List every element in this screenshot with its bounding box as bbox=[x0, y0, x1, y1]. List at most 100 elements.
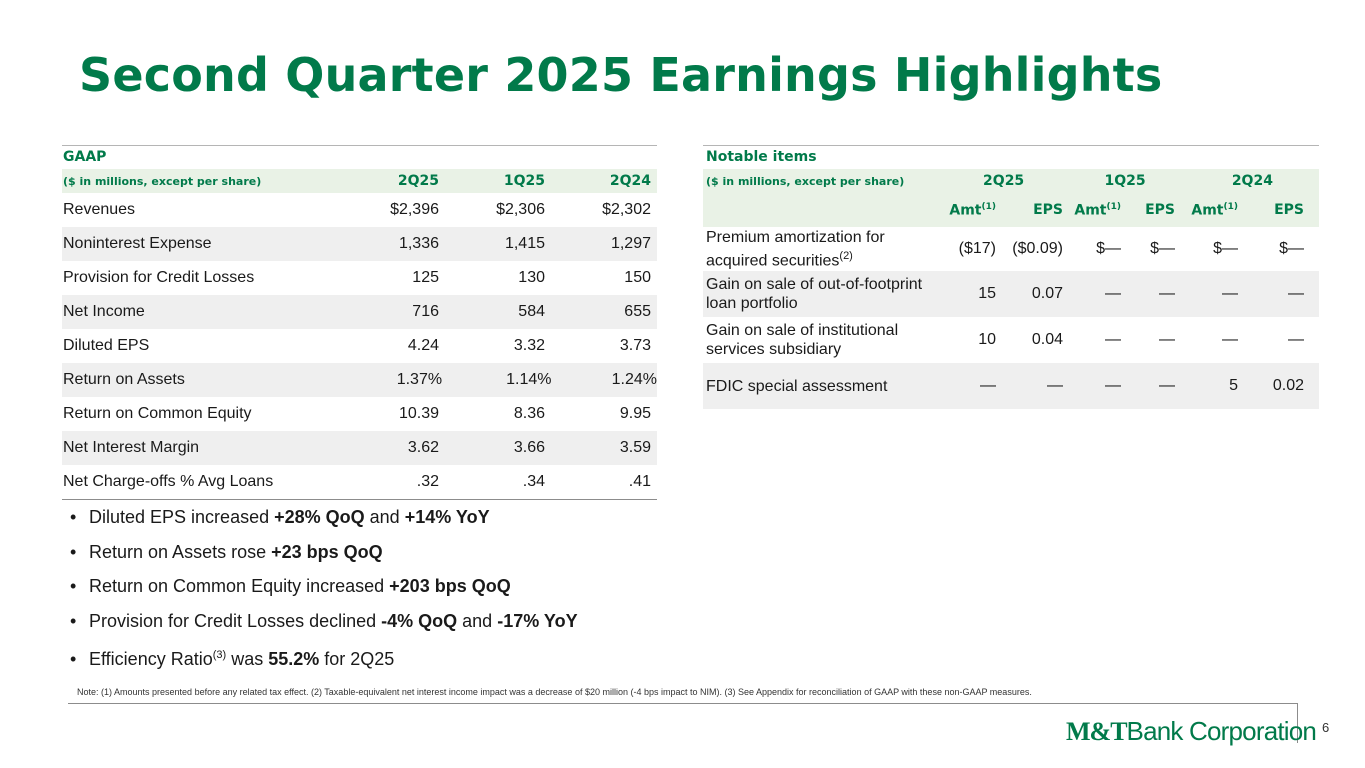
cell: ($0.09) bbox=[1012, 240, 1063, 257]
table-row: Premium amortization for acquired securi… bbox=[703, 227, 1319, 271]
bullet-text: for 2Q25 bbox=[319, 649, 395, 669]
cell-1q25: 1,415 bbox=[504, 235, 545, 252]
bullet-emphasis: 55.2% bbox=[268, 649, 320, 669]
cell: — bbox=[1105, 377, 1121, 394]
col-eps: EPS bbox=[1033, 202, 1063, 218]
table-row: Gain on sale of out-of-footprint loan po… bbox=[703, 271, 1319, 317]
company-logo: M&TBank Corporation bbox=[1066, 716, 1317, 747]
footer-divider bbox=[68, 703, 1298, 704]
logo-wordmark: Bank Corporation bbox=[1126, 716, 1317, 746]
row-label: Diluted EPS bbox=[63, 337, 150, 354]
cell: — bbox=[1288, 331, 1304, 348]
bullet-text: and bbox=[457, 610, 498, 631]
row-label: Net Charge-offs % Avg Loans bbox=[63, 473, 274, 490]
row-label: Gain on sale of institutional services s… bbox=[706, 322, 899, 358]
cell: — bbox=[1159, 377, 1175, 394]
cell-2q24: 655 bbox=[624, 303, 651, 320]
bullet-emphasis: -4% QoQ bbox=[381, 610, 458, 631]
amt-label: Amt bbox=[949, 202, 982, 219]
gaap-heading: GAAP bbox=[62, 145, 657, 169]
list-item: • Return on Assets rose +23 bps QoQ bbox=[70, 540, 578, 575]
cell-2q25: 1,336 bbox=[398, 235, 439, 252]
amt-label: Amt bbox=[1191, 202, 1224, 219]
cell: $— bbox=[1279, 240, 1304, 257]
footnote-ref: (1) bbox=[1223, 201, 1239, 212]
notable-group-1q25: 1Q25 bbox=[1104, 173, 1146, 189]
row-label: Provision for Credit Losses bbox=[63, 269, 255, 286]
cell-1q25: 3.32 bbox=[513, 337, 545, 354]
gaap-col-2q25: 2Q25 bbox=[397, 173, 439, 189]
list-item: • Provision for Credit Losses declined -4… bbox=[70, 609, 578, 644]
bullet-glyph: • bbox=[70, 610, 77, 631]
cell: 15 bbox=[978, 285, 996, 302]
page-title: Second Quarter 2025 Earnings Highlights bbox=[79, 48, 1163, 102]
cell-2q25: 1.37% bbox=[396, 371, 443, 388]
gaap-col-1q25: 1Q25 bbox=[503, 173, 545, 189]
row-label: Return on Assets bbox=[63, 371, 185, 388]
notable-units-label: ($ in millions, except per share) bbox=[706, 174, 905, 188]
bullet-emphasis: +203 bps QoQ bbox=[389, 576, 511, 596]
bullet-text: was bbox=[226, 649, 269, 669]
row-label: Revenues bbox=[63, 201, 136, 218]
cell-2q24: 3.73 bbox=[619, 337, 651, 354]
cell-2q25: $2,396 bbox=[390, 201, 439, 218]
row-label: Return on Common Equity bbox=[63, 405, 252, 422]
row-label: Noninterest Expense bbox=[63, 235, 212, 252]
cell-1q25: 584 bbox=[518, 303, 545, 320]
bullet-text: Return on Assets rose bbox=[89, 541, 272, 562]
cell: 5 bbox=[1229, 377, 1238, 394]
col-eps: EPS bbox=[1274, 202, 1304, 218]
table-row: Revenues $2,396 $2,306 $2,302 bbox=[62, 193, 657, 227]
cell: — bbox=[1222, 331, 1238, 348]
col-eps: EPS bbox=[1145, 202, 1175, 218]
cell-2q24: .41 bbox=[628, 473, 651, 490]
notable-group-header: ($ in millions, except per share) 2Q25 1… bbox=[703, 169, 1319, 193]
footnote-ref: (3) bbox=[212, 649, 227, 661]
row-label: Net Income bbox=[63, 303, 145, 320]
list-item: • Diluted EPS increased +28% QoQ and +14%… bbox=[70, 505, 578, 540]
cell-2q24: 1.24% bbox=[611, 371, 657, 388]
cell: — bbox=[1105, 285, 1121, 302]
list-item: • Return on Common Equity increased +203 … bbox=[70, 574, 578, 609]
cell-2q25: 3.62 bbox=[407, 439, 439, 456]
cell-1q25: 1.14% bbox=[506, 371, 552, 388]
bullet-glyph: • bbox=[70, 507, 77, 527]
col-amt: Amt(1) bbox=[943, 202, 996, 219]
cell: 10 bbox=[978, 331, 996, 348]
footnote-ref: (1) bbox=[1106, 201, 1122, 212]
cell-2q25: 125 bbox=[412, 269, 439, 286]
cell: $— bbox=[1096, 240, 1121, 257]
cell: $— bbox=[1150, 240, 1175, 257]
col-amt: Amt(1) bbox=[1063, 202, 1121, 219]
cell-2q25: 716 bbox=[412, 303, 439, 320]
gaap-units-label: ($ in millions, except per share) bbox=[63, 174, 262, 188]
cell: 0.07 bbox=[1031, 285, 1063, 302]
bullet-text: Diluted EPS increased bbox=[89, 507, 275, 527]
row-label-text: Premium amortization for acquired securi… bbox=[706, 228, 885, 270]
cell: 0.04 bbox=[1031, 331, 1063, 348]
bullet-text: Provision for Credit Losses declined bbox=[89, 610, 382, 631]
bullet-emphasis: -17% YoY bbox=[497, 610, 578, 631]
list-item: • Efficiency Ratio(3) was 55.2% for 2Q25 bbox=[70, 643, 578, 678]
row-label: Net Interest Margin bbox=[63, 439, 200, 456]
notable-items-table: Notable items ($ in millions, except per… bbox=[703, 145, 1319, 409]
bullet-glyph: • bbox=[70, 541, 77, 562]
table-row: Return on Assets 1.37% 1.14% 1.24% bbox=[62, 363, 657, 397]
cell-1q25: 3.66 bbox=[513, 439, 545, 456]
cell-2q25: 4.24 bbox=[407, 337, 439, 354]
row-label: Gain on sale of out-of-footprint loan po… bbox=[706, 276, 923, 312]
footnote-ref: (1) bbox=[981, 201, 997, 212]
bullet-text: and bbox=[364, 507, 405, 527]
gaap-col-2q24: 2Q24 bbox=[609, 173, 651, 189]
cell: — bbox=[1159, 285, 1175, 302]
cell: — bbox=[1105, 331, 1121, 348]
cell-2q24: 150 bbox=[624, 269, 651, 286]
footnote: Note: (1) Amounts presented before any r… bbox=[77, 687, 1032, 697]
cell: — bbox=[1222, 285, 1238, 302]
table-row: Net Interest Margin 3.62 3.66 3.59 bbox=[62, 431, 657, 465]
bullet-glyph: • bbox=[70, 649, 77, 669]
page-number: 6 bbox=[1322, 720, 1330, 735]
table-row: Net Income 716 584 655 bbox=[62, 295, 657, 329]
table-row: Gain on sale of institutional services s… bbox=[703, 317, 1319, 363]
cell-2q24: 3.59 bbox=[619, 439, 651, 456]
